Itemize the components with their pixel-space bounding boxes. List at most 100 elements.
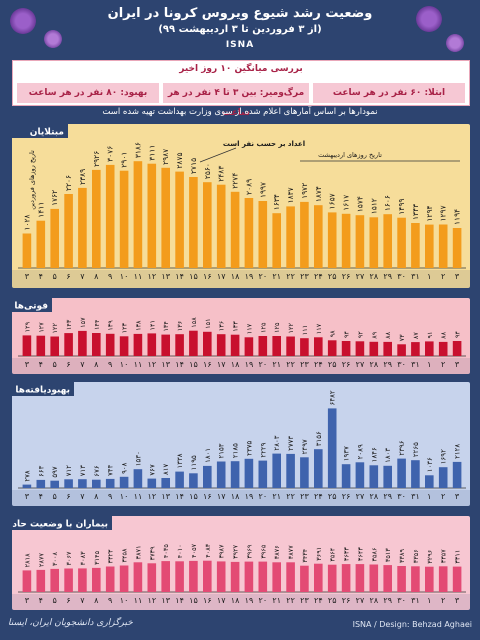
bar-recovered — [161, 478, 170, 488]
x-tick-label: ۳ — [25, 272, 30, 281]
x-tick-label: ۱۷ — [217, 272, 226, 281]
data-label: ۱۸۰۱ — [204, 448, 212, 463]
x-tick-label: ۲۱ — [272, 596, 281, 605]
x-tick-label: ۸ — [94, 596, 99, 605]
data-label: ۲۱۸۵ — [232, 443, 240, 458]
bar-cases — [203, 182, 212, 268]
bar-deaths — [383, 341, 392, 356]
x-tick-label: ۲۸ — [370, 360, 379, 369]
bar-critical — [452, 566, 462, 592]
data-label: ۲۵۶۰ — [203, 163, 212, 179]
x-tick-label: ۱۶ — [203, 272, 212, 281]
x-axis-band — [12, 270, 470, 288]
bar-critical — [216, 561, 226, 592]
data-label: ۲۸۷۷ — [37, 552, 45, 566]
x-tick-label: ۱۷ — [217, 596, 226, 605]
bar-cases — [341, 213, 351, 268]
data-label: ۳۳۱۱ — [454, 550, 462, 564]
bar-critical — [327, 564, 337, 592]
x-tick-label: ۲ — [441, 596, 445, 605]
bar-deaths — [175, 334, 184, 356]
x-tick-label: ۱۰ — [120, 596, 129, 605]
bar-deaths — [64, 333, 73, 356]
virus-icon — [10, 8, 36, 34]
x-tick-label: ۲۴ — [314, 596, 323, 605]
x-tick-label: ۲۳ — [300, 272, 309, 281]
x-tick-label: ۲۶ — [342, 272, 351, 281]
data-label: ۶۷۶ — [93, 465, 101, 477]
data-label: ۸۷ — [412, 332, 420, 339]
data-label: ۸۸ — [440, 331, 448, 338]
x-tick-label: ۱۸ — [231, 360, 240, 369]
data-label: ۱۴۱ — [148, 320, 156, 330]
x-tick-label: ۳ — [455, 360, 460, 369]
bar-cases — [216, 184, 226, 268]
data-label: ۲۷۸ — [23, 470, 31, 482]
chart-title-tab — [12, 298, 52, 312]
data-label: ۳۶۴۳ — [356, 547, 364, 561]
x-tick-label: ۲۳ — [300, 596, 309, 605]
data-label: ۲۷۷۳ — [287, 436, 295, 451]
bar-cases — [105, 164, 115, 268]
bar-recovered — [175, 471, 184, 488]
x-tick-label: ۱۴ — [175, 360, 184, 369]
x-tick-label: ۱۹ — [245, 360, 254, 369]
x-tick-label: ۲ — [441, 492, 445, 501]
data-label: ۱۵۳۰ — [134, 451, 142, 466]
data-label: ۳۰۸۳ — [79, 551, 87, 565]
x-tick-label: ۱۱ — [134, 272, 143, 281]
x-tick-label: ۲۷ — [356, 360, 365, 369]
x-tick-label: ۱۸ — [231, 272, 240, 281]
x-tick-label: ۱۵ — [189, 596, 198, 605]
data-label: ۱۵۷۴ — [355, 196, 364, 212]
bar-deaths — [161, 334, 170, 356]
data-label: ۳۴۳۴ — [301, 548, 309, 562]
x-tick-label: ۱۹ — [245, 596, 254, 605]
data-label: ۲۴۹۷ — [301, 439, 309, 454]
x-tick-label: ۲۶ — [342, 492, 351, 501]
x-tick-label: ۶ — [66, 272, 70, 281]
data-label: ۳۱۸۶ — [133, 142, 142, 158]
data-label: ۳۹۶۹ — [245, 544, 253, 558]
x-axis-band — [12, 358, 470, 374]
bar-recovered — [119, 476, 129, 488]
virus-icon — [446, 34, 464, 52]
x-tick-label: ۳ — [455, 492, 460, 501]
bar-cases — [92, 169, 101, 268]
x-tick-label: ۳۱ — [411, 596, 420, 605]
bar-deaths — [438, 341, 448, 356]
data-label: ۳۱۱۱ — [147, 145, 156, 161]
data-label: ۱۵۷ — [79, 317, 87, 328]
data-label: ۱۱۷ — [315, 323, 323, 334]
bar-critical — [189, 560, 198, 592]
summary-box: بررسی میانگین ۱۰ روز اخیر ابتلا: ۶۰ نفر … — [12, 60, 470, 118]
bar-critical — [355, 564, 365, 592]
x-tick-label: ۵ — [53, 492, 57, 501]
virus-icon — [416, 6, 442, 32]
data-label: ۲۰۸۹ — [356, 444, 364, 459]
data-label: ۱۶۰۶ — [383, 195, 392, 211]
bar-critical — [105, 566, 115, 592]
data-label: ۱۶۳۴ — [272, 194, 281, 210]
data-label: ۱۴۳ — [65, 319, 73, 330]
bar-deaths — [216, 334, 226, 356]
x-tick-label: ۳۰ — [397, 360, 406, 369]
x-tick-label: ۱ — [427, 596, 431, 605]
x-tick-label: ۵ — [53, 272, 57, 281]
data-label: ۱۲۲ — [51, 322, 59, 333]
bar-critical — [369, 564, 379, 592]
data-label: ۲۲۲۹ — [259, 442, 267, 457]
x-tick-label: ۴ — [39, 596, 43, 605]
bar-deaths — [425, 341, 434, 356]
x-tick-label: ۹ — [108, 360, 112, 369]
recovery-rate: بهبود: ۸۰ نفر در هر ساعت — [17, 83, 159, 103]
bar-recovered — [341, 464, 351, 488]
bar-critical — [175, 561, 184, 592]
data-label: ۲۱۲۸ — [454, 444, 462, 459]
bar-recovered — [258, 460, 268, 488]
virus-icon — [44, 30, 62, 48]
data-label: ۳۵۸۶ — [370, 548, 378, 562]
data-label: ۱۴۱۱ — [36, 202, 45, 218]
bar-deaths — [189, 330, 198, 356]
x-tick-label: ۳۰ — [397, 272, 406, 281]
